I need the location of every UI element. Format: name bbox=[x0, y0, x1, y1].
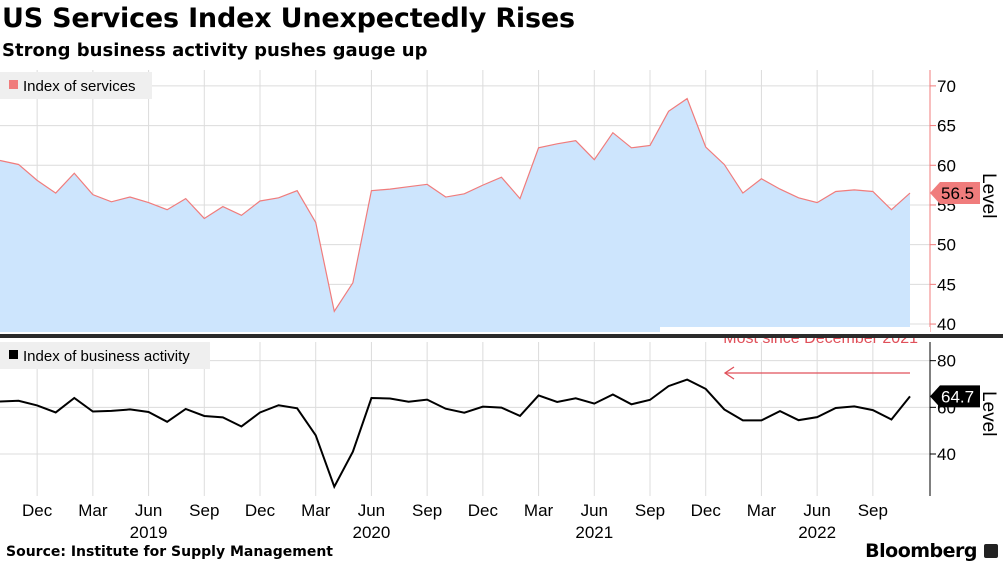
chart-subtitle: Strong business activity pushes gauge up bbox=[2, 40, 428, 61]
x-tick-label: Dec bbox=[245, 501, 276, 520]
top-y-tick-label: 45 bbox=[937, 275, 956, 294]
x-tick-label: Sep bbox=[635, 501, 665, 520]
business-activity-line bbox=[0, 378, 911, 490]
bottom-y-tick-label: 40 bbox=[937, 445, 956, 464]
source-note: Source: Institute for Supply Management bbox=[6, 544, 333, 560]
services-line bbox=[0, 97, 911, 313]
x-tick-label: Sep bbox=[189, 501, 219, 520]
x-year-label: 2021 bbox=[575, 523, 613, 542]
x-tick-label: Sep bbox=[412, 501, 442, 520]
bottom-y-axis-title: Level bbox=[978, 391, 999, 436]
bottom-legend-swatch bbox=[9, 350, 18, 359]
top-y-tick-label: 50 bbox=[937, 236, 956, 255]
x-year-label: 2019 bbox=[130, 523, 168, 542]
top-last-value-label: 56.5 bbox=[941, 184, 974, 203]
x-year-label: 2020 bbox=[353, 523, 391, 542]
panel-divider-front bbox=[0, 334, 1003, 338]
annotation-mask bbox=[660, 327, 930, 334]
bloomberg-mark-icon bbox=[984, 544, 998, 558]
chart-title: US Services Index Unexpectedly Rises bbox=[2, 3, 575, 34]
top-y-tick-label: 70 bbox=[937, 77, 956, 96]
x-tick-label: Dec bbox=[691, 501, 722, 520]
top-y-tick-label: 40 bbox=[937, 315, 956, 334]
bloomberg-logo: Bloomberg bbox=[865, 540, 977, 562]
bottom-legend-box bbox=[0, 342, 210, 369]
annotation-arrow-head bbox=[723, 366, 735, 380]
bottom-last-value-badge bbox=[930, 385, 980, 408]
x-tick-label: Dec bbox=[22, 501, 53, 520]
services-area-fill bbox=[0, 98, 910, 332]
top-y-tick-label: 65 bbox=[937, 117, 956, 136]
top-last-value-badge bbox=[930, 182, 980, 205]
bottom-last-value-label: 64.7 bbox=[941, 387, 974, 406]
top-y-axis-title: Level bbox=[978, 173, 999, 218]
x-year-label: 2022 bbox=[798, 523, 836, 542]
x-tick-label: Jun bbox=[581, 501, 608, 520]
top-legend-swatch bbox=[9, 80, 18, 89]
x-tick-label: Jun bbox=[135, 501, 162, 520]
x-tick-label: Jun bbox=[803, 501, 830, 520]
top-y-tick-label: 60 bbox=[937, 156, 956, 175]
x-tick-label: Mar bbox=[524, 501, 554, 520]
x-tick-label: Sep bbox=[858, 501, 888, 520]
x-tick-label: Dec bbox=[468, 501, 499, 520]
bottom-y-tick-label: 80 bbox=[937, 352, 956, 371]
x-tick-label: Mar bbox=[747, 501, 777, 520]
top-legend-label: Index of services bbox=[23, 78, 136, 95]
bottom-legend-label: Index of business activity bbox=[23, 348, 190, 365]
x-tick-label: Jun bbox=[358, 501, 385, 520]
x-tick-label: Mar bbox=[301, 501, 331, 520]
x-tick-label: Mar bbox=[78, 501, 108, 520]
top-legend-box bbox=[0, 72, 152, 99]
